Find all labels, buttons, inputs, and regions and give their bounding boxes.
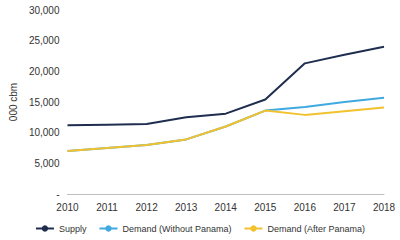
svg-text:25,000: 25,000 (29, 35, 60, 46)
svg-text:Supply: Supply (59, 224, 87, 234)
svg-text:2013: 2013 (175, 202, 198, 213)
svg-text:10,000: 10,000 (29, 127, 60, 138)
svg-text:2015: 2015 (254, 202, 277, 213)
svg-text:-: - (56, 189, 59, 200)
svg-text:15,000: 15,000 (29, 97, 60, 108)
svg-text:Demand (Without Panama): Demand (Without Panama) (122, 224, 231, 234)
svg-text:2017: 2017 (333, 202, 356, 213)
svg-text:2012: 2012 (135, 202, 158, 213)
svg-text:30,000: 30,000 (29, 5, 60, 16)
svg-text:2014: 2014 (215, 202, 238, 213)
svg-text:2011: 2011 (96, 202, 118, 213)
svg-text:20,000: 20,000 (29, 66, 60, 77)
svg-text:Demand (After Panama): Demand (After Panama) (268, 224, 366, 234)
svg-text:2016: 2016 (294, 202, 317, 213)
svg-text:000 cbm: 000 cbm (8, 83, 19, 121)
svg-text:2010: 2010 (56, 202, 79, 213)
svg-text:5,000: 5,000 (34, 158, 59, 169)
svg-text:2018: 2018 (373, 202, 396, 213)
